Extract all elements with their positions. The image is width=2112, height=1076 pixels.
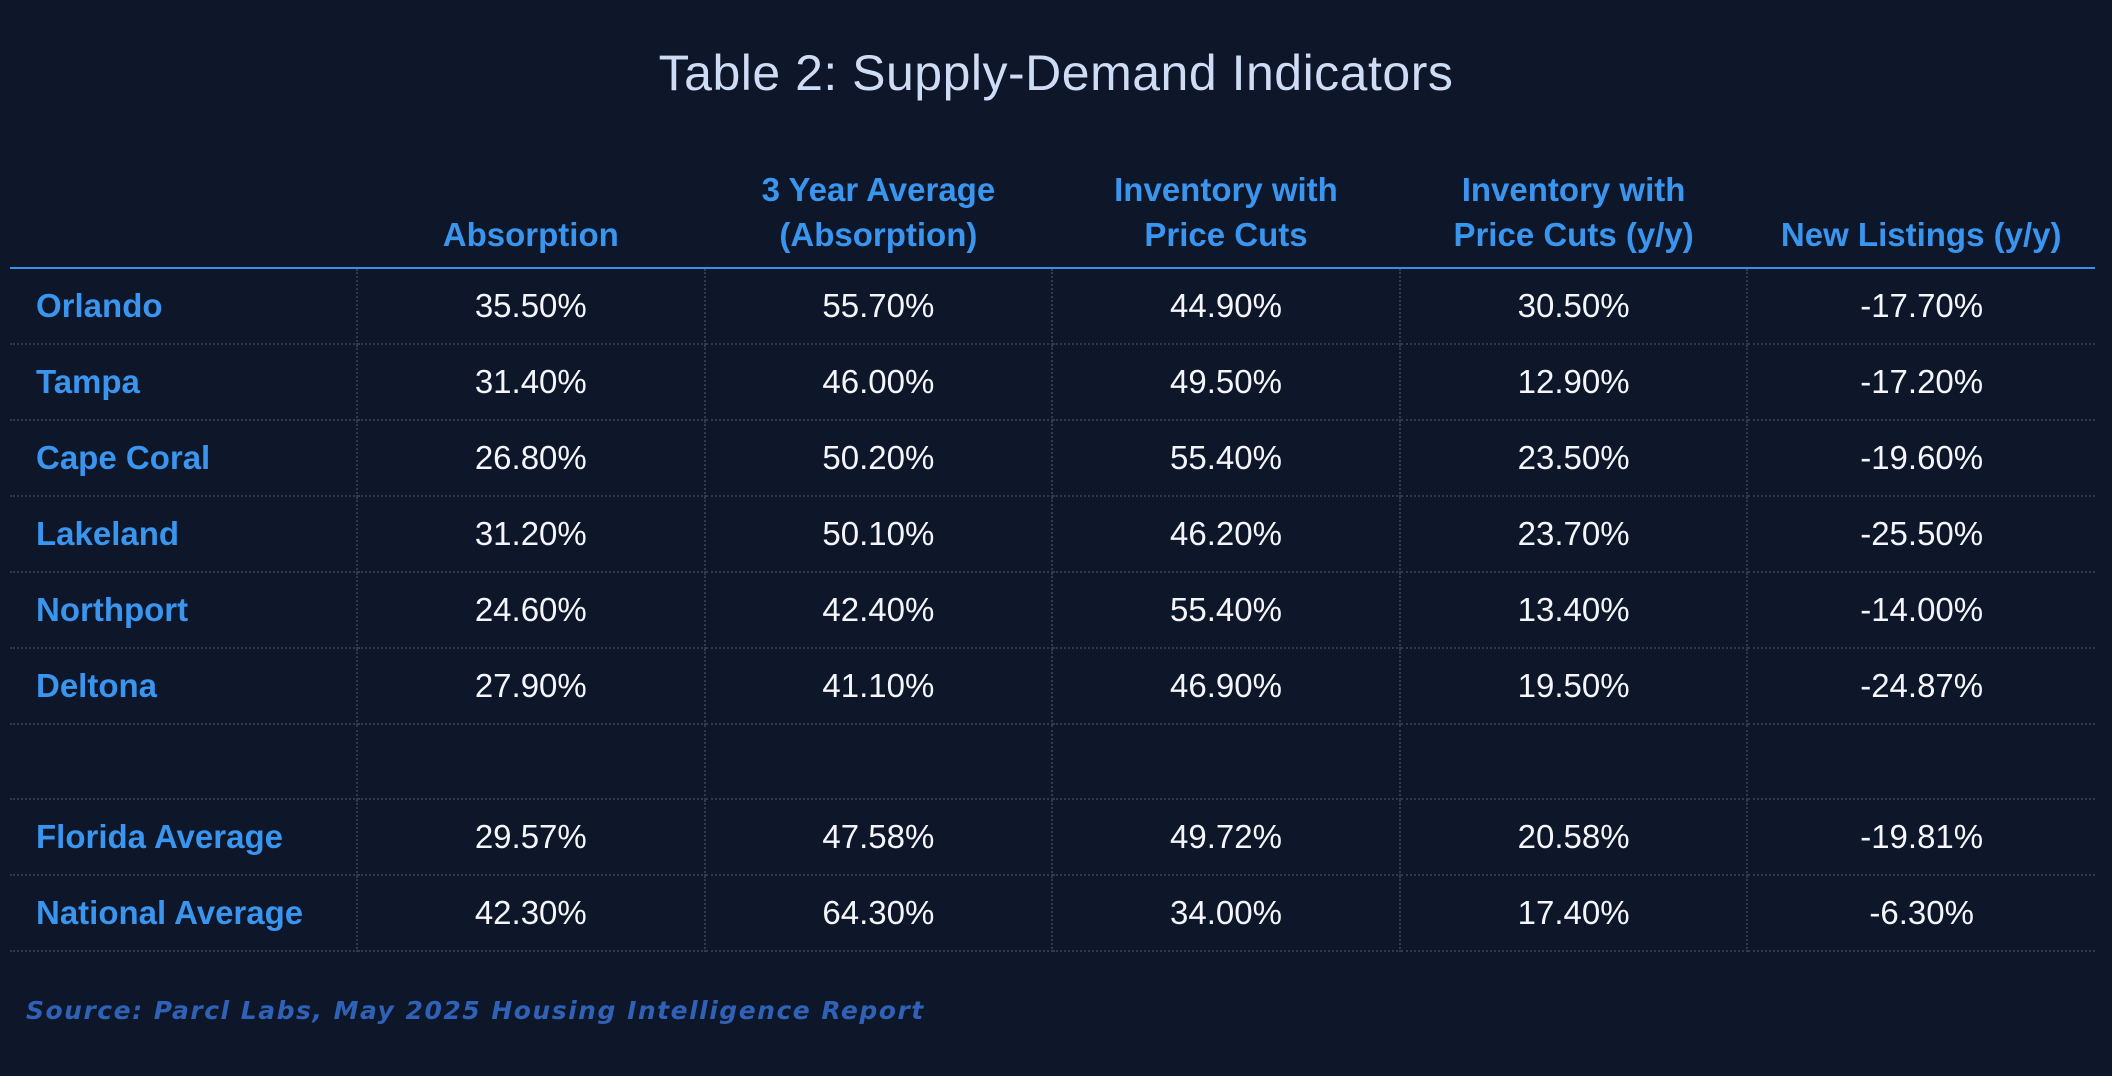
column-header-line: Price Cuts (y/y): [1453, 216, 1694, 253]
table-cell: 49.50%: [1052, 344, 1401, 421]
table-cell: 19.50%: [1399, 648, 1749, 725]
row-label: [10, 724, 358, 800]
table-cell: 29.57%: [357, 799, 706, 876]
table-cell: 55.40%: [1052, 572, 1401, 649]
table-cell: [1399, 724, 1749, 800]
row-label: Lakeland: [10, 496, 358, 573]
table-cell: 46.00%: [704, 344, 1054, 421]
table-cell: -19.60%: [1747, 420, 2095, 497]
table-cell: 41.10%: [704, 648, 1054, 725]
table-cell: [357, 724, 706, 800]
column-header: Absorption: [357, 150, 705, 269]
supply-demand-table: Absorption 3 Year Average (Absorption) Inve…: [10, 150, 2095, 952]
row-label: Northport: [10, 572, 358, 649]
row-label: Tampa: [10, 344, 358, 421]
table-cell: 34.00%: [1052, 875, 1401, 952]
table-cell: 13.40%: [1399, 572, 1749, 649]
column-header-blank: [10, 150, 357, 269]
table-cell: -19.81%: [1747, 799, 2095, 876]
column-header: Inventory with Price Cuts (y/y): [1399, 150, 1748, 269]
row-label: Orlando: [10, 268, 358, 345]
table-cell: 35.50%: [357, 268, 706, 345]
table-row: National Average 42.30% 64.30% 34.00% 17.40%…: [10, 875, 2095, 952]
column-header-line: New Listings (y/y): [1780, 216, 2062, 253]
table-cell: 49.72%: [1052, 799, 1401, 876]
column-header-line: Price Cuts: [1144, 216, 1308, 253]
table-cell: 23.70%: [1399, 496, 1749, 573]
table-cell: 42.40%: [704, 572, 1054, 649]
table-title: Table 2: Supply-Demand Indicators: [658, 45, 1454, 101]
table-cell: [704, 724, 1054, 800]
table-cell: 23.50%: [1399, 420, 1749, 497]
table-cell: 31.20%: [357, 496, 706, 573]
table-cell: 31.40%: [357, 344, 706, 421]
table-cell: -6.30%: [1747, 875, 2095, 952]
column-header-line: (Absorption): [779, 216, 978, 253]
table-cell: 50.20%: [704, 420, 1054, 497]
table-cell: 27.90%: [357, 648, 706, 725]
column-header: 3 Year Average (Absorption): [704, 150, 1053, 269]
table-cell: 55.70%: [704, 268, 1054, 345]
table-cell: 64.30%: [704, 875, 1054, 952]
row-label: Florida Average: [10, 799, 358, 876]
table-row: Northport 24.60% 42.40% 55.40% 13.40% -14.00%: [10, 572, 2095, 649]
table-cell: 46.20%: [1052, 496, 1401, 573]
row-label: National Average: [10, 875, 358, 952]
header-row: Absorption 3 Year Average (Absorption) Inve…: [10, 150, 2095, 269]
table-body: Orlando 35.50% 55.70% 44.90% 30.50% -17.70% Ta…: [10, 268, 2095, 952]
table-row: Deltona 27.90% 41.10% 46.90% 19.50% -24.87%: [10, 648, 2095, 725]
source-note: Source: Parcl Labs, May 2025 Housing Int…: [26, 996, 925, 1025]
table-row: Lakeland 31.20% 50.10% 46.20% 23.70% -25.50%: [10, 496, 2095, 573]
table-cell: [1052, 724, 1401, 800]
column-header: Inventory with Price Cuts: [1052, 150, 1400, 269]
column-header-line: Absorption: [442, 216, 619, 253]
table-cell: 46.90%: [1052, 648, 1401, 725]
row-label: Deltona: [10, 648, 358, 725]
table-cell: -24.87%: [1747, 648, 2095, 725]
table-cell: -25.50%: [1747, 496, 2095, 573]
spacer-row: [10, 724, 2095, 800]
table-cell: 44.90%: [1052, 268, 1401, 345]
table-cell: 42.30%: [357, 875, 706, 952]
table-cell: -17.70%: [1747, 268, 2095, 345]
table-row: Orlando 35.50% 55.70% 44.90% 30.50% -17.70%: [10, 268, 2095, 345]
column-header: New Listings (y/y): [1747, 150, 2095, 269]
table-cell: 26.80%: [357, 420, 706, 497]
table-cell: 30.50%: [1399, 268, 1749, 345]
table-cell: 24.60%: [357, 572, 706, 649]
table-cell: [1747, 724, 2095, 800]
column-header-line: Inventory with: [1461, 171, 1686, 208]
table-cell: 50.10%: [704, 496, 1054, 573]
table-cell: 17.40%: [1399, 875, 1749, 952]
column-header-line: Inventory with: [1114, 171, 1338, 208]
table-cell: 47.58%: [704, 799, 1054, 876]
row-label: Cape Coral: [10, 420, 358, 497]
table-cell: 55.40%: [1052, 420, 1401, 497]
table-cell: 20.58%: [1399, 799, 1749, 876]
table-row: Cape Coral 26.80% 50.20% 55.40% 23.50% -19.60…: [10, 420, 2095, 497]
table-row: Tampa 31.40% 46.00% 49.50% 12.90% -17.20%: [10, 344, 2095, 421]
table-cell: 12.90%: [1399, 344, 1749, 421]
table-cell: -17.20%: [1747, 344, 2095, 421]
column-header-line: 3 Year Average: [761, 171, 996, 208]
table-row: Florida Average 29.57% 47.58% 49.72% 20.58% -…: [10, 799, 2095, 876]
table-cell: -14.00%: [1747, 572, 2095, 649]
